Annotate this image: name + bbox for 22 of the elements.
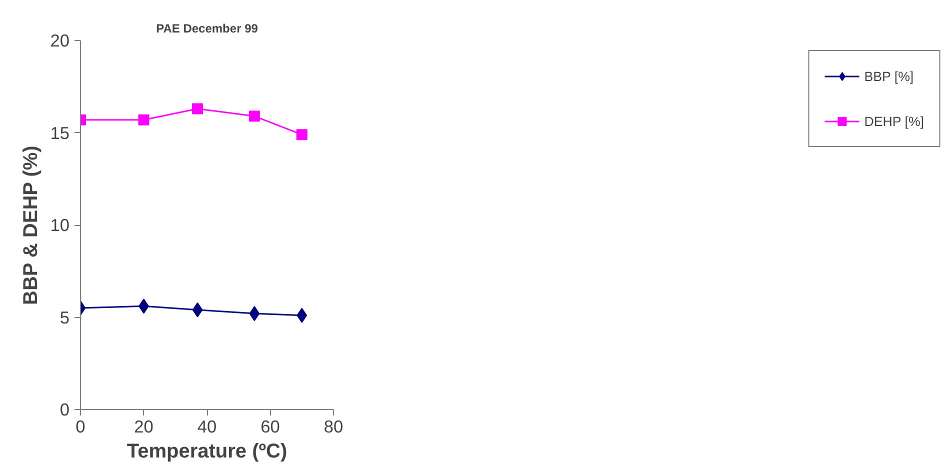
y-tick-label: 20 bbox=[50, 30, 70, 50]
y-axis-title: BBP & DEHP (%) bbox=[20, 146, 42, 306]
x-tick-label: 20 bbox=[134, 416, 154, 436]
point bbox=[248, 110, 260, 122]
x-tick-label: 60 bbox=[260, 416, 280, 436]
y-tick-label: 10 bbox=[50, 215, 70, 235]
point bbox=[192, 302, 203, 318]
legend-label: BBP [%] bbox=[864, 68, 914, 84]
point bbox=[249, 306, 260, 322]
point bbox=[138, 114, 150, 126]
y-tick-label: 0 bbox=[60, 400, 70, 420]
point bbox=[296, 129, 308, 140]
y-tick-label: 15 bbox=[50, 122, 70, 143]
x-axis-title: Temperature (ºC) bbox=[126, 440, 288, 462]
y-tick-label: 5 bbox=[60, 307, 70, 328]
point bbox=[296, 308, 308, 323]
point bbox=[192, 103, 204, 114]
legend-label: DEHP [%] bbox=[864, 114, 924, 128]
x-tick-label: 40 bbox=[197, 416, 217, 436]
x-tick-label: 80 bbox=[324, 416, 344, 436]
x-tick-label: 0 bbox=[76, 416, 86, 436]
chart-title: PAE December 99 bbox=[156, 22, 258, 36]
